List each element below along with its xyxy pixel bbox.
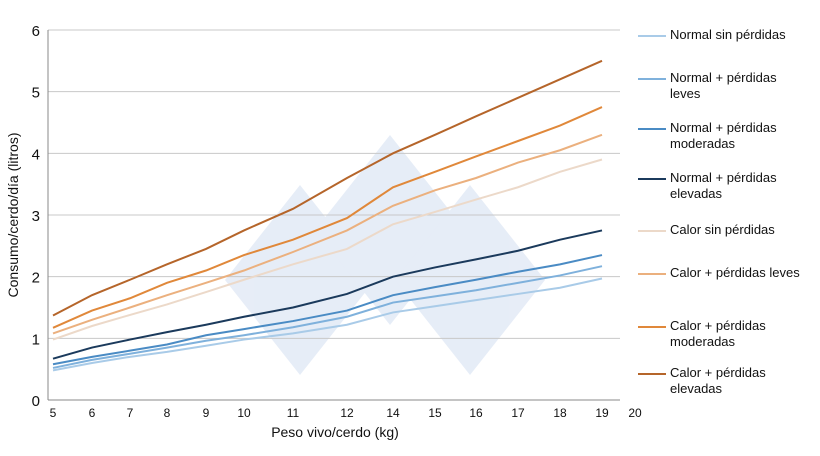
watermark-logo (225, 135, 545, 375)
series-line (52, 229, 603, 360)
y-tick-label: 2 (32, 270, 40, 287)
legend-swatch (638, 35, 666, 37)
legend-label: Normal + pérdidas elevadas (670, 170, 777, 201)
x-tick-label: 14 (386, 406, 400, 420)
x-tick-label: 18 (553, 406, 567, 420)
legend-label: Calor + pérdidas leves (670, 265, 800, 280)
legend-swatch (638, 230, 666, 232)
legend-swatch (638, 128, 666, 130)
legend-item: Normal + pérdidas elevadas (638, 170, 810, 202)
legend-swatch (638, 178, 666, 180)
legend-item: Normal + pérdidas moderadas (638, 120, 810, 152)
y-axis-label: Consumo/cerdo/día (litros) (5, 133, 21, 298)
legend-item: Calor sin pérdidas (638, 222, 810, 238)
x-tick-label: 12 (340, 406, 354, 420)
legend-item: Normal + pérdidas leves (638, 70, 810, 102)
y-tick-label: 4 (32, 146, 40, 163)
series-line (52, 59, 603, 317)
series-line (52, 254, 603, 366)
legend-label: Normal + pérdidas leves (670, 70, 777, 101)
x-tick-label: 11 (287, 406, 300, 420)
x-tick-label: 15 (428, 406, 442, 420)
legend-item: Normal sin pérdidas (638, 27, 810, 43)
y-tick-label: 0 (32, 393, 40, 410)
legend-swatch (638, 78, 666, 80)
legend-item: Calor + pérdidas leves (638, 265, 810, 281)
y-tick-label: 5 (32, 85, 40, 102)
x-tick-label: 9 (203, 406, 210, 420)
y-tick-label: 1 (32, 331, 40, 348)
x-tick-label: 10 (237, 406, 251, 420)
y-tick-label: 3 (32, 208, 40, 225)
legend-label: Calor sin pérdidas (670, 222, 775, 237)
x-axis-label: Peso vivo/cerdo (kg) (271, 424, 399, 440)
x-tick-label: 6 (89, 406, 96, 420)
legend-label: Calor + pérdidas moderadas (670, 318, 766, 349)
x-tick-label: 19 (595, 406, 609, 420)
x-tick-label: 8 (164, 406, 171, 420)
legend-label: Normal + pérdidas moderadas (670, 120, 777, 151)
x-tick-label: 7 (127, 406, 134, 420)
legend-swatch (638, 273, 666, 275)
series-line (52, 106, 603, 329)
series-line (52, 158, 603, 341)
legend-label: Calor + pérdidas elevadas (670, 365, 766, 396)
legend-swatch (638, 373, 666, 375)
x-tick-label: 16 (469, 406, 483, 420)
series-line (52, 277, 603, 372)
legend-label: Normal sin pérdidas (670, 27, 786, 42)
legend-item: Calor + pérdidas elevadas (638, 365, 810, 397)
series-line (52, 133, 603, 335)
x-tick-label: 17 (511, 406, 525, 420)
legend-swatch (638, 326, 666, 328)
y-tick-label: 6 (32, 23, 40, 40)
x-tick-label: 5 (50, 406, 57, 420)
x-tick-label: 20 (628, 406, 642, 420)
series-line (52, 265, 603, 369)
legend-item: Calor + pérdidas moderadas (638, 318, 810, 350)
